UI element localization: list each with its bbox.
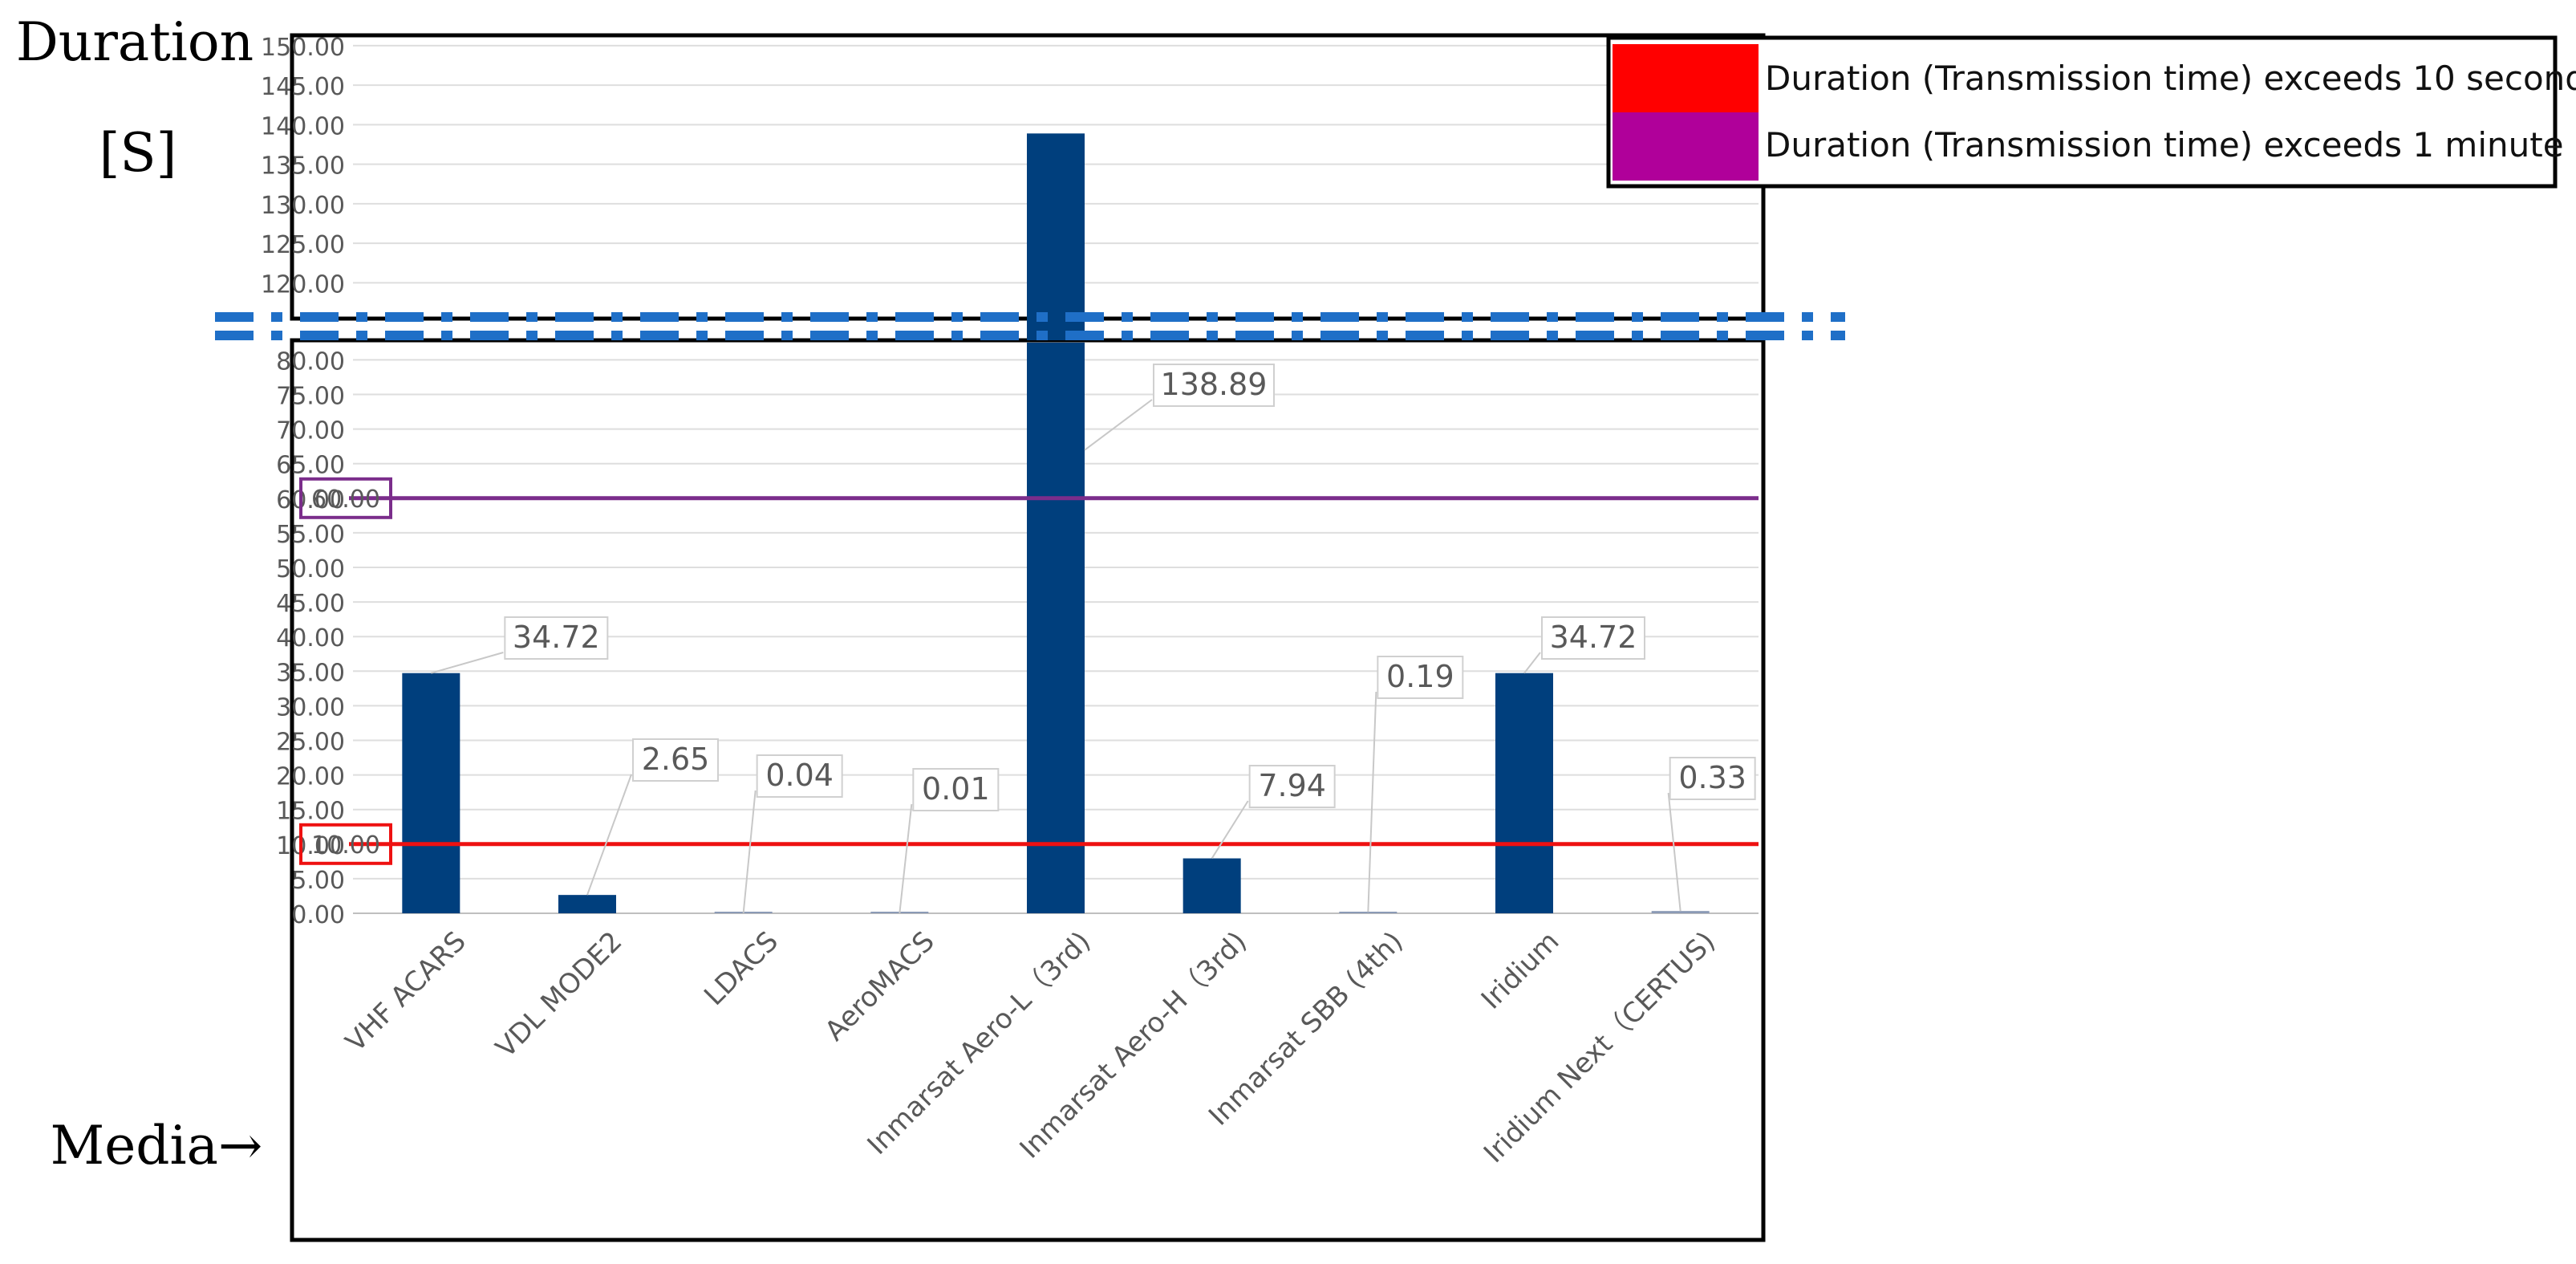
data-label: 0.01 [922, 771, 990, 807]
data-label-box [1541, 616, 1645, 660]
category-label: VHF ACARS [339, 925, 473, 1059]
data-label: 7.94 [1258, 768, 1326, 803]
data-label-box [1669, 757, 1756, 800]
lower-tick-label: 65.00 [276, 452, 345, 480]
upper-tick-label: 150.00 [261, 34, 345, 62]
data-label-leader [1084, 399, 1153, 451]
data-label-leader [1523, 652, 1541, 674]
bar-series [402, 133, 1710, 914]
bar-lower-segment [1027, 342, 1085, 914]
data-label-leader [742, 790, 757, 913]
lower-tick-label: 10.00 [276, 832, 345, 860]
lower-tick-label: 70.00 [276, 417, 345, 445]
threshold-label-box [299, 823, 392, 865]
threshold-label: 10.00 [311, 831, 380, 860]
bar [402, 673, 460, 913]
lower-tick-label: 20.00 [276, 763, 345, 791]
legend-label-1min: Duration (Transmission time) exceeds 1 m… [1765, 125, 2564, 165]
y-axis-title-line2: [S] [99, 122, 177, 184]
upper-tick-label: 145.00 [261, 73, 345, 101]
lower-tick-label: 40.00 [276, 624, 345, 652]
upper-tick-label: 135.00 [261, 152, 345, 181]
data-label-box [912, 768, 1000, 811]
data-label-leader [1667, 792, 1681, 912]
legend: Duration (Transmission time) exceeds 10 … [1606, 35, 2576, 189]
category-labels: VHF ACARS VDL MODE2 LDACS AeroMACSInmarsat … [339, 925, 1722, 1169]
bar [1651, 911, 1710, 913]
lower-tick-label: 60.00 [276, 486, 345, 514]
lower-tick-label: 50.00 [276, 555, 345, 583]
data-label-box [756, 754, 843, 798]
x-axis-title: Media→ [51, 1115, 263, 1177]
legend-swatch-10s [1613, 44, 1759, 112]
data-label: 2.65 [642, 742, 710, 777]
data-label-box [632, 738, 719, 782]
bar-upper-segment [1027, 133, 1085, 319]
bar [1339, 912, 1398, 913]
upper-tick-label: 120.00 [261, 270, 345, 299]
data-label-leaders [431, 399, 1681, 914]
upper-tick-label: 125.00 [261, 231, 345, 259]
lower-tick-labels: 80.00 75.00 70.00 65.00 60.00 55.00 50.00 45.00… [276, 347, 345, 929]
data-label: 34.72 [1550, 620, 1637, 655]
data-label: 0.04 [765, 758, 834, 793]
data-label-leader [586, 774, 632, 896]
data-label: 34.72 [513, 620, 600, 655]
lower-tick-label: 80.00 [276, 347, 345, 376]
data-label-leader [899, 803, 913, 914]
data-label-leader [431, 652, 504, 674]
lower-tick-label: 0.00 [291, 901, 345, 929]
data-label-leader [1211, 800, 1249, 860]
axis-break-marks [215, 312, 1845, 340]
legend-label-10s: Duration (Transmission time) exceeds 10 … [1765, 59, 2576, 98]
data-label-box [1377, 656, 1464, 699]
threshold-lines: 10.00 60.00 [299, 477, 1759, 865]
y-axis-title-line1: Duration [16, 11, 254, 73]
upper-tick-label: 140.00 [261, 112, 345, 140]
bar [1183, 858, 1241, 913]
legend-swatch-1min [1613, 112, 1759, 181]
lower-tick-label: 5.00 [291, 867, 345, 895]
data-labels: 34.72 2.65 0.04 0.01 138.89 7.94 0.19 34.72 0.33 [504, 364, 1756, 811]
upper-tick-label: 130.00 [261, 192, 345, 220]
lower-tick-label: 15.00 [276, 798, 345, 826]
data-label-box [504, 616, 609, 660]
data-label-box [1153, 364, 1275, 407]
bar [1495, 673, 1553, 913]
legend-frame [1606, 35, 2558, 189]
lower-tick-label: 55.00 [276, 521, 345, 549]
lower-tick-label: 30.00 [276, 693, 345, 721]
threshold-label-box [299, 477, 392, 519]
bar [558, 895, 616, 913]
category-label: Iridium [1475, 925, 1566, 1016]
data-label-box [1248, 765, 1336, 808]
lower-tick-label: 35.00 [276, 659, 345, 687]
data-label: 0.33 [1678, 760, 1746, 795]
data-label: 0.19 [1386, 659, 1454, 694]
data-label: 138.89 [1161, 367, 1268, 402]
data-label-leader [1367, 691, 1377, 912]
lower-tick-label: 75.00 [276, 383, 345, 411]
upper-tick-labels: 150.00 145.00 140.00 135.00 130.00 125.00 120.… [261, 34, 345, 299]
category-label: LDACS [698, 925, 785, 1012]
lower-tick-label: 25.00 [276, 729, 345, 757]
category-label: AeroMACS [819, 925, 941, 1047]
category-label: VDL MODE2 [489, 925, 628, 1064]
lower-tick-label: 45.00 [276, 590, 345, 618]
threshold-label: 60.00 [311, 486, 380, 514]
